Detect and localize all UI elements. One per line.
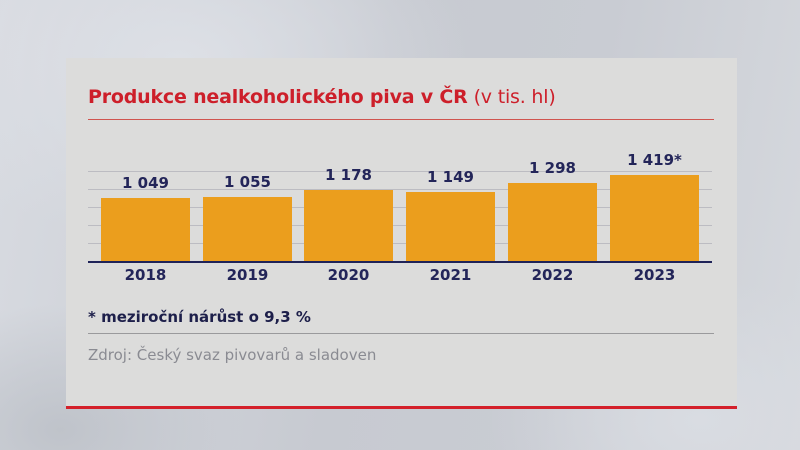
chart-title: Produkce nealkoholického piva v ČR (v tis… <box>88 86 556 108</box>
gridline <box>88 225 712 226</box>
category-label-2023: 2023 <box>633 266 676 284</box>
value-label-2019: 1 055 <box>224 173 271 191</box>
bar-2020 <box>304 190 393 261</box>
gridline <box>88 207 712 208</box>
value-label-2023: 1 419* <box>627 151 682 169</box>
bar-2021 <box>406 192 495 261</box>
footnote-divider <box>88 333 714 334</box>
footnote: * meziroční nárůst o 9,3 % <box>88 308 311 326</box>
value-label-2018: 1 049 <box>122 174 169 192</box>
value-label-2022: 1 298 <box>529 159 576 177</box>
bar-chart: 1 049 1 055 1 178 1 149 1 298 1 419* 201… <box>88 148 712 288</box>
category-label-2020: 2020 <box>327 266 370 284</box>
source-text: Zdroj: Český svaz pivovarů a sladoven <box>88 346 377 364</box>
chart-title-unit: (v tis. hl) <box>473 86 556 108</box>
bar-2019 <box>203 197 292 261</box>
category-label-2022: 2022 <box>531 266 574 284</box>
gridline <box>88 243 712 244</box>
category-label-2019: 2019 <box>226 266 269 284</box>
title-divider <box>88 119 714 120</box>
gridline <box>88 171 712 172</box>
x-axis-baseline <box>88 261 712 263</box>
gridline <box>88 189 712 190</box>
category-label-2018: 2018 <box>124 266 167 284</box>
chart-title-main: Produkce nealkoholického piva v ČR <box>88 86 468 108</box>
category-label-2021: 2021 <box>429 266 472 284</box>
bar-2023 <box>610 175 699 261</box>
bar-2018 <box>101 198 190 261</box>
chart-panel: Produkce nealkoholického piva v ČR (v tis… <box>66 58 737 409</box>
value-label-2020: 1 178 <box>325 166 372 184</box>
bar-2022 <box>508 183 597 261</box>
value-label-2021: 1 149 <box>427 168 474 186</box>
